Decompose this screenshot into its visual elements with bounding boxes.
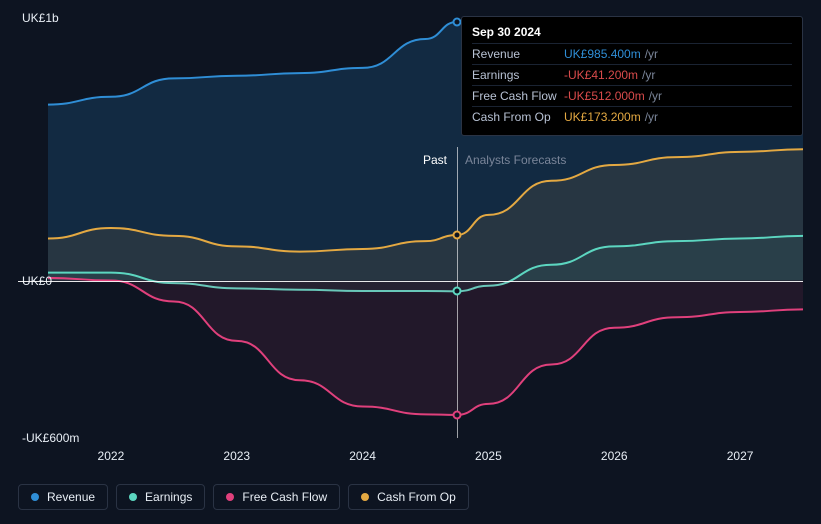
tooltip-row-suffix: /yr: [645, 47, 658, 61]
marker-free_cash_flow: [452, 410, 461, 419]
tooltip-row-value: UK£173.200m: [564, 110, 641, 124]
tooltip-row-value: UK£985.400m: [564, 47, 641, 61]
tooltip-row-suffix: /yr: [645, 110, 658, 124]
tooltip-row-value: -UK£41.200m: [564, 68, 638, 82]
tooltip-row: RevenueUK£985.400m/yr: [472, 43, 792, 64]
marker-cash_from_op: [452, 231, 461, 240]
legend-dot-icon: [226, 493, 234, 501]
x-axis-label: 2023: [223, 449, 250, 463]
tooltip-row-label: Revenue: [472, 47, 564, 61]
legend-label: Free Cash Flow: [242, 490, 327, 504]
y-axis-label: UK£1b: [22, 11, 59, 25]
legend-item-cash_from_op[interactable]: Cash From Op: [348, 484, 469, 510]
tooltip: Sep 30 2024 RevenueUK£985.400m/yrEarning…: [461, 16, 803, 136]
x-axis-label: 2025: [475, 449, 502, 463]
x-axis-label: 2024: [349, 449, 376, 463]
legend-item-earnings[interactable]: Earnings: [116, 484, 205, 510]
tooltip-row-label: Free Cash Flow: [472, 89, 564, 103]
legend-label: Revenue: [47, 490, 95, 504]
legend-item-revenue[interactable]: Revenue: [18, 484, 108, 510]
tooltip-row-suffix: /yr: [649, 89, 662, 103]
tooltip-row: Earnings-UK£41.200m/yr: [472, 64, 792, 85]
x-axis-label: 2022: [98, 449, 125, 463]
past-label: Past: [423, 153, 447, 167]
y-axis-label: -UK£600m: [22, 431, 79, 445]
legend-dot-icon: [129, 493, 137, 501]
tooltip-row-suffix: /yr: [642, 68, 655, 82]
tooltip-row-label: Earnings: [472, 68, 564, 82]
area-free_cash_flow: [48, 278, 803, 415]
tooltip-row-value: -UK£512.000m: [564, 89, 645, 103]
tooltip-row: Cash From OpUK£173.200m/yr: [472, 106, 792, 127]
legend-label: Earnings: [145, 490, 192, 504]
tooltip-date: Sep 30 2024: [472, 25, 792, 43]
forecast-label: Analysts Forecasts: [465, 153, 566, 167]
tooltip-row-label: Cash From Op: [472, 110, 564, 124]
legend-item-free_cash_flow[interactable]: Free Cash Flow: [213, 484, 340, 510]
zero-line: [18, 281, 803, 282]
legend-label: Cash From Op: [377, 490, 456, 504]
legend: Revenue Earnings Free Cash Flow Cash From O…: [18, 484, 469, 510]
tooltip-row: Free Cash Flow-UK£512.000m/yr: [472, 85, 792, 106]
x-axis-label: 2027: [727, 449, 754, 463]
legend-dot-icon: [361, 493, 369, 501]
legend-dot-icon: [31, 493, 39, 501]
marker-earnings: [452, 287, 461, 296]
x-axis-label: 2026: [601, 449, 628, 463]
